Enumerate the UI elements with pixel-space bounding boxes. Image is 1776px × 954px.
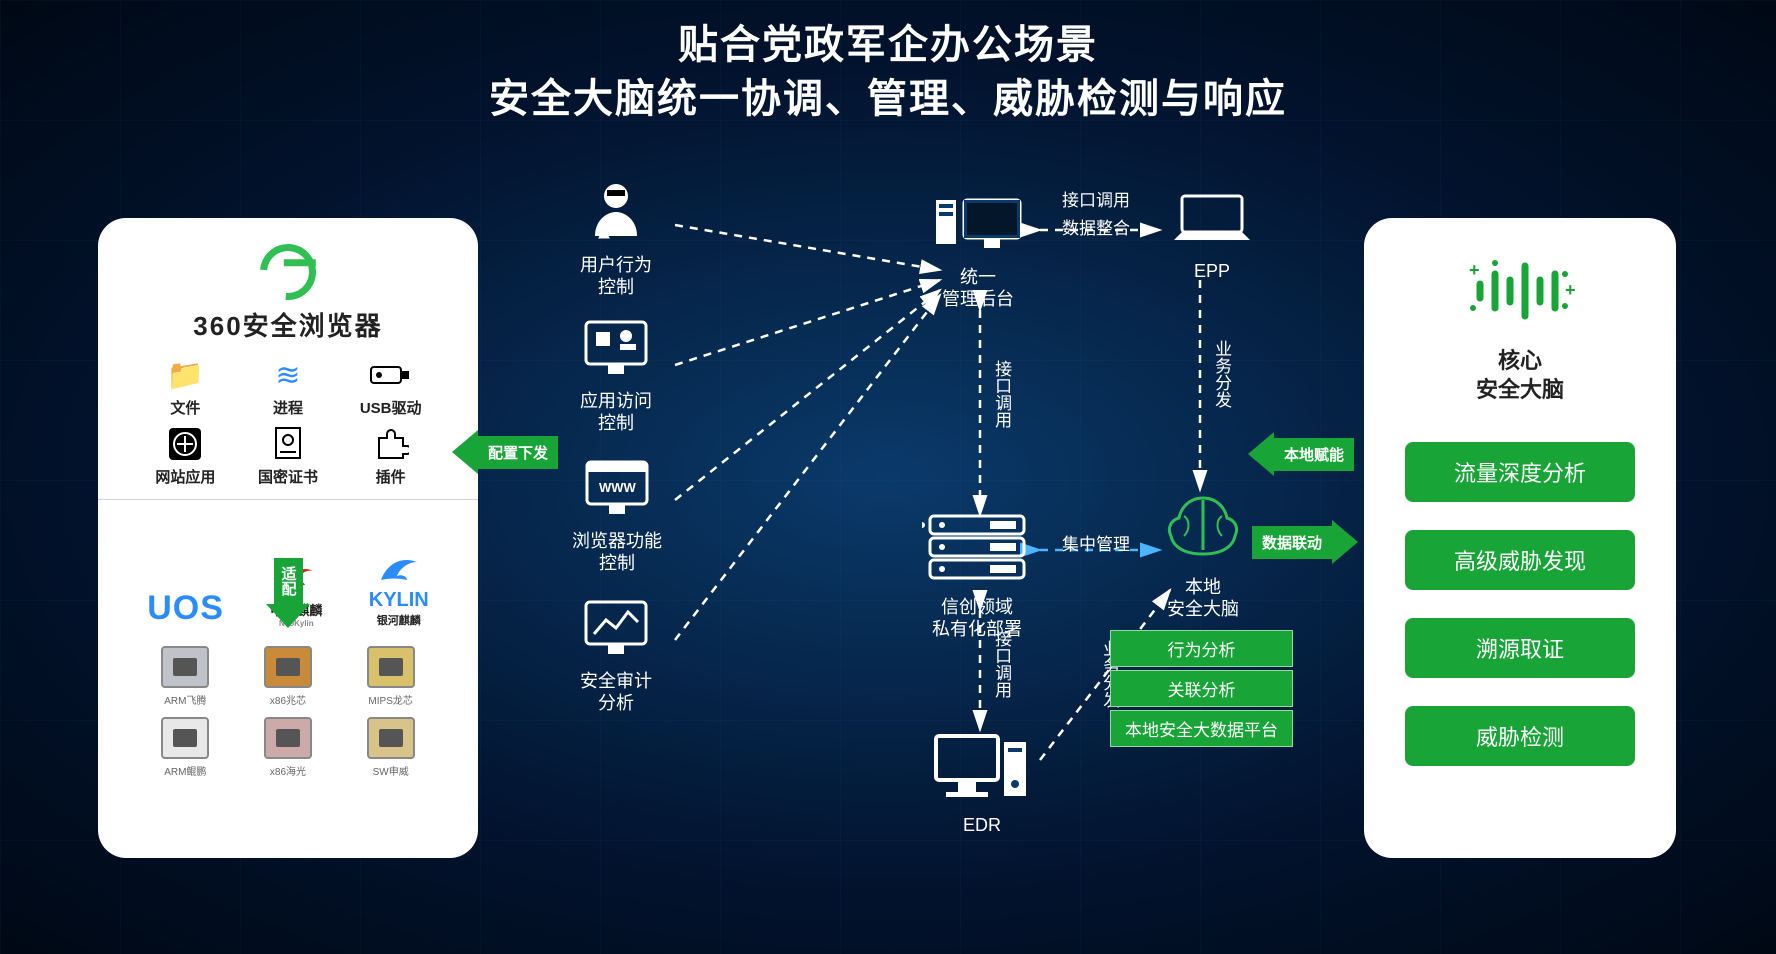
svg-text:+: + — [1469, 260, 1480, 280]
node-mgmt-backend: 统一管理后台 — [930, 190, 1026, 311]
browser-logo: 360安全浏览器 — [116, 244, 460, 343]
os-kylin: KYLIN银河麒麟 — [369, 550, 429, 628]
chart-screen-icon — [580, 598, 652, 664]
page-title: 贴合党政军企办公场景 安全大脑统一协调、管理、威胁检测与响应 — [0, 0, 1776, 126]
feature-plugin-label: 插件 — [339, 466, 442, 487]
node-deploy: 信创领域私有化部署 — [922, 510, 1032, 641]
wave-icon: + + — [1465, 256, 1575, 331]
agent-icon — [580, 178, 652, 248]
kylin-icon — [377, 550, 421, 586]
right-panel: + + 核心 安全大脑 流量深度分析 高级威胁发现 溯源取证 威胁检测 — [1364, 218, 1676, 858]
node-edr: EDR — [932, 730, 1032, 836]
core-brain-title: 核心 安全大脑 — [1476, 347, 1564, 404]
chip-sw: SW申威 — [339, 717, 442, 778]
chip-mips-ls: MIPS龙芯 — [339, 646, 442, 707]
left-panel: 360安全浏览器 📁 文件 ≋ 进程 USB驱动 网站应用 国密证书 插件 适配 U… — [98, 218, 478, 858]
feature-cert: 国密证书 — [237, 426, 340, 487]
chip-x86-zx: x86兆芯 — [237, 646, 340, 707]
feature-process-label: 进程 — [237, 397, 340, 418]
panel-divider — [98, 499, 478, 500]
stack-icon: ≋ — [266, 357, 310, 393]
node-local-brain: 本地安全大脑 — [1160, 490, 1246, 621]
box-bigdata: 本地安全大数据平台 — [1110, 710, 1293, 747]
node-browser-func: WWW 浏览器功能控制 — [572, 458, 662, 575]
local-analysis-boxes: 行为分析 关联分析 本地安全大数据平台 — [1110, 630, 1293, 750]
node-user-behavior: 用户行为控制 — [580, 178, 652, 299]
feature-icon-grid: 📁 文件 ≋ 进程 USB驱动 网站应用 国密证书 插件 — [134, 357, 442, 487]
laptop-icon — [1170, 190, 1254, 254]
server-desktop-icon — [930, 190, 1026, 260]
browser-e-icon — [249, 233, 328, 312]
feature-web: 网站应用 — [134, 426, 237, 487]
cap-forensics: 溯源取证 — [1405, 618, 1635, 678]
brain-icon — [1160, 490, 1246, 570]
chip-arm-kp: ARM鲲鹏 — [134, 717, 237, 778]
desktop-tower-icon — [932, 730, 1032, 808]
feature-file: 📁 文件 — [134, 357, 237, 418]
box-correlate: 关联分析 — [1110, 670, 1293, 707]
title-line2: 安全大脑统一协调、管理、威胁检测与响应 — [0, 72, 1776, 126]
usb-icon — [369, 357, 413, 393]
cap-threat-detect: 威胁检测 — [1405, 706, 1635, 766]
server-stack-icon — [922, 510, 1032, 590]
feature-web-label: 网站应用 — [134, 466, 237, 487]
title-line1: 贴合党政军企办公场景 — [0, 18, 1776, 72]
chip-x86-hg: x86海光 — [237, 717, 340, 778]
lbl-epp-brain: 业务分发 — [1210, 340, 1232, 408]
folder-icon: 📁 — [163, 357, 207, 393]
adapt-arrow: 适配 — [266, 558, 310, 618]
lbl-mgmt-epp-1: 接口调用 — [1062, 190, 1130, 212]
svg-text:+: + — [1565, 280, 1575, 300]
svg-text:WWW: WWW — [599, 480, 637, 495]
adapt-label: 适配 — [274, 558, 303, 604]
node-app-access: 应用访问控制 — [580, 318, 652, 435]
os-uos: UOS — [147, 589, 224, 628]
lbl-deploy-brain: 集中管理 — [1062, 534, 1130, 556]
feature-usb-label: USB驱动 — [339, 397, 442, 418]
lbl-mgmt-deploy: 接口调用 — [990, 360, 1012, 428]
feature-plugin: 插件 — [339, 426, 442, 487]
globe-icon — [163, 426, 207, 462]
chip-grid: ARM飞腾 x86兆芯 MIPS龙芯 ARM鲲鹏 x86海光 SW申威 — [134, 646, 442, 778]
node-epp: EPP — [1170, 190, 1254, 282]
plugin-icon — [369, 426, 413, 462]
feature-cert-label: 国密证书 — [237, 466, 340, 487]
chip-arm-ft: ARM飞腾 — [134, 646, 237, 707]
box-behavior: 行为分析 — [1110, 630, 1293, 667]
feature-usb: USB驱动 — [339, 357, 442, 418]
app-screen-icon — [580, 318, 652, 384]
cap-traffic: 流量深度分析 — [1405, 442, 1635, 502]
browser-screen-icon: WWW — [572, 458, 662, 524]
lbl-mgmt-epp-2: 数据整合 — [1062, 218, 1130, 240]
feature-process: ≋ 进程 — [237, 357, 340, 418]
lbl-deploy-edr: 接口调用 — [990, 630, 1012, 698]
node-audit: 安全审计分析 — [580, 598, 652, 715]
feature-file-label: 文件 — [134, 397, 237, 418]
browser-name: 360安全浏览器 — [116, 306, 460, 343]
center-diagram: 用户行为控制 应用访问控制 WWW 浏览器功能控制 安全审计分析 统一管理后台 … — [480, 170, 1380, 900]
cap-threat-discovery: 高级威胁发现 — [1405, 530, 1635, 590]
cert-icon — [266, 426, 310, 462]
